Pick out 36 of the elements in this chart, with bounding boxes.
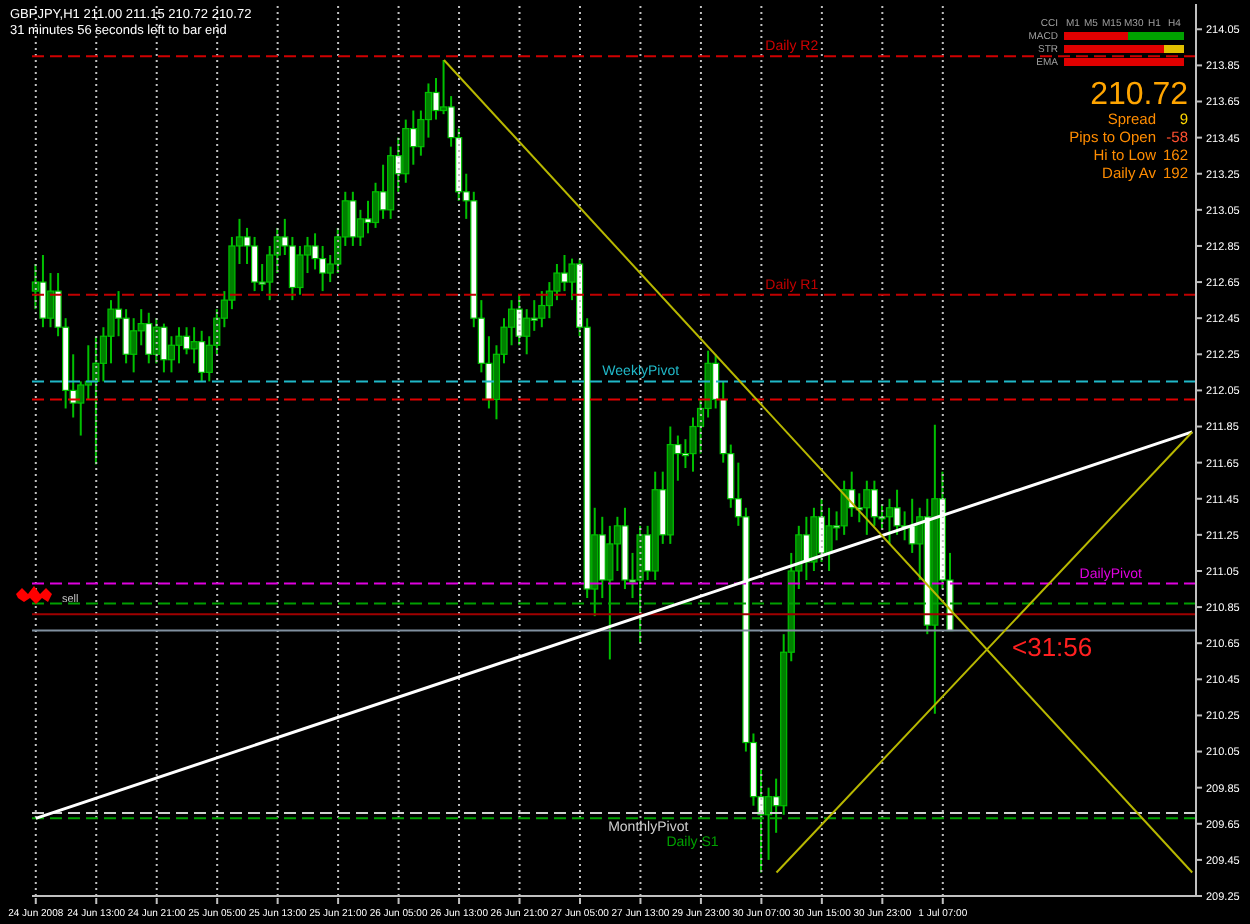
candlestick xyxy=(530,299,538,332)
candlestick xyxy=(379,163,387,220)
candlestick xyxy=(251,235,259,293)
candlestick xyxy=(538,290,546,329)
candlestick xyxy=(145,311,153,365)
candlestick xyxy=(810,506,818,572)
candlestick xyxy=(198,329,206,383)
candlestick xyxy=(160,322,168,374)
candlestick xyxy=(167,335,176,374)
candlestick xyxy=(349,190,357,247)
candlestick xyxy=(190,326,198,365)
candlestick xyxy=(130,317,138,374)
candlestick xyxy=(92,335,100,466)
candlestick xyxy=(825,506,833,572)
candlestick xyxy=(46,272,55,329)
candlestick xyxy=(402,118,410,184)
candlestick xyxy=(39,253,47,329)
candlestick xyxy=(356,208,365,247)
candlestick xyxy=(409,109,417,166)
candlestick xyxy=(870,479,878,527)
candlestick xyxy=(764,786,773,861)
candlestick xyxy=(802,515,810,582)
candlestick xyxy=(182,326,191,356)
annotation: <31:56 xyxy=(1012,632,1093,662)
candlestick xyxy=(908,497,916,554)
candlestick xyxy=(885,497,894,545)
candlestick xyxy=(31,263,39,311)
candlestick xyxy=(863,479,871,536)
candlestick xyxy=(893,488,901,536)
candlestick xyxy=(560,253,569,293)
candlestick xyxy=(364,199,372,235)
candlestick xyxy=(175,326,183,365)
candlestick xyxy=(523,308,531,356)
candlestick xyxy=(606,524,614,661)
candlestick xyxy=(296,244,304,296)
annotation: 210.72 xyxy=(1090,78,1189,112)
